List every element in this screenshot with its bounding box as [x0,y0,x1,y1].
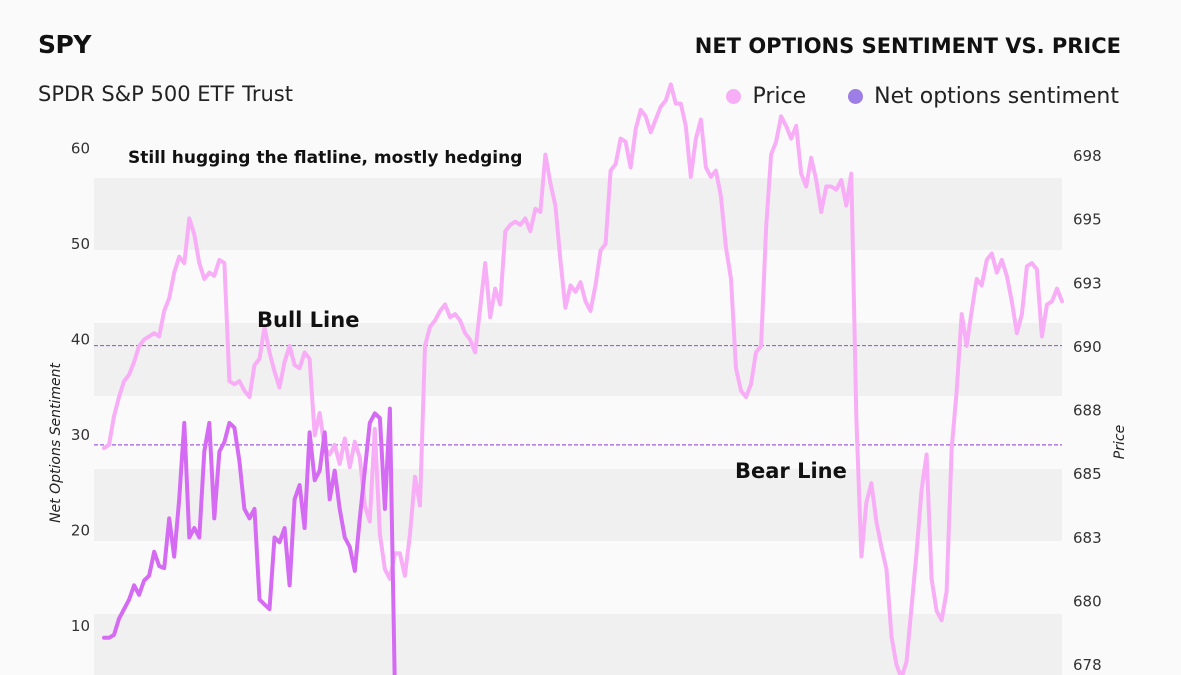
right-axis-tick-680: 680 [1073,592,1102,610]
legend: Price Net options sentiment [684,84,1119,109]
left-axis-tick-30: 30 [71,426,90,444]
right-axis-tick-698: 698 [1073,147,1102,165]
legend-label-price: Price [752,84,807,109]
chart-title: NET OPTIONS SENTIMENT VS. PRICE [694,34,1121,58]
left-axis-ticks: 10 20 30 40 50 60 [71,140,90,636]
left-axis-tick-60: 60 [71,140,90,158]
right-axis-ticks: 678 680 683 685 688 690 693 695 698 [1073,147,1102,674]
legend-item-price: Price [726,84,806,109]
right-axis-tick-685: 685 [1073,465,1102,483]
ticker-fullname: SPDR S&P 500 ETF Trust [38,82,293,106]
y-axis-label-right: Price [1112,425,1128,459]
legend-item-sentiment: Net options sentiment [848,84,1119,109]
background-band-3 [94,614,1062,675]
right-axis-tick-693: 693 [1073,274,1102,292]
background-bands [94,178,1062,675]
background-band-1 [94,323,1062,396]
left-axis-tick-20: 20 [71,522,90,540]
annotation-bear-line: Bear Line [735,459,847,483]
right-axis-tick-695: 695 [1073,211,1102,229]
legend-dot-price [726,89,742,104]
sentiment-series-line [102,406,397,675]
reference-lines [94,344,1062,446]
left-axis-tick-50: 50 [71,235,90,253]
right-axis-tick-690: 690 [1073,338,1102,356]
legend-dot-sentiment [848,89,864,104]
left-axis-tick-40: 40 [71,331,90,349]
ticker-symbol: SPY [38,30,91,59]
right-axis-tick-678: 678 [1073,656,1102,674]
background-band-0 [94,178,1062,250]
price-series-line [102,82,1064,675]
annotation-top: Still hugging the flatline, mostly hedgi… [128,148,523,168]
right-axis-tick-683: 683 [1073,529,1102,547]
left-axis-tick-10: 10 [71,617,90,635]
legend-label-sentiment: Net options sentiment [874,84,1119,109]
annotation-bull-line: Bull Line [257,308,360,332]
right-axis-tick-688: 688 [1073,402,1102,420]
y-axis-label-left: Net Options Sentiment [48,363,64,523]
